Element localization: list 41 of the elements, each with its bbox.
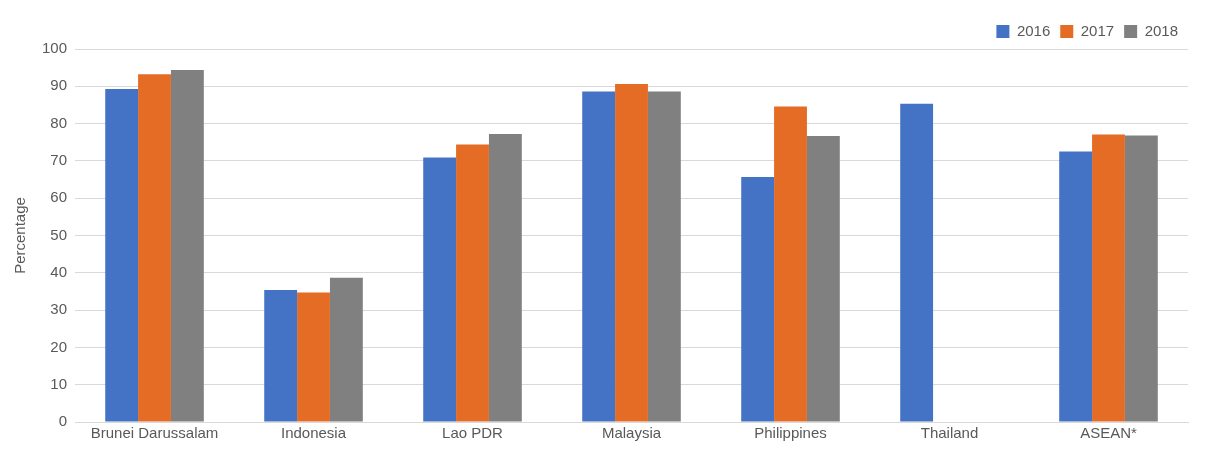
bar bbox=[774, 106, 807, 422]
y-tick-label: 0 bbox=[58, 412, 68, 430]
y-tick-label: 70 bbox=[50, 151, 68, 169]
y-tick-label: 60 bbox=[50, 188, 68, 206]
bar bbox=[1124, 135, 1158, 422]
x-tick-label: Malaysia bbox=[601, 424, 662, 442]
bar bbox=[329, 277, 363, 422]
bar bbox=[423, 157, 457, 422]
bar bbox=[1059, 151, 1093, 422]
bar bbox=[138, 74, 171, 422]
y-axis-title: Percentage bbox=[11, 197, 29, 274]
x-tick-label: Thailand bbox=[920, 424, 979, 442]
bar bbox=[456, 144, 489, 422]
bar bbox=[582, 91, 616, 422]
bar bbox=[741, 176, 775, 422]
legend-label: 2017 bbox=[1080, 21, 1115, 39]
bar bbox=[170, 69, 204, 422]
bar bbox=[1092, 134, 1125, 422]
x-tick-label: ASEAN* bbox=[1080, 424, 1137, 442]
bar bbox=[105, 88, 139, 422]
bar bbox=[264, 289, 298, 422]
x-tick-label: Brunei Darussalam bbox=[90, 424, 219, 442]
bar bbox=[297, 292, 330, 422]
bar bbox=[615, 84, 648, 422]
y-tick-label: 20 bbox=[50, 337, 68, 355]
bar bbox=[806, 135, 840, 422]
legend-label: 2016 bbox=[1016, 21, 1051, 39]
y-tick-label: 100 bbox=[42, 39, 68, 57]
bar bbox=[488, 134, 522, 422]
bar bbox=[647, 91, 681, 422]
bar bbox=[900, 103, 934, 422]
y-tick-label: 50 bbox=[50, 225, 68, 243]
x-tick-label: Indonesia bbox=[280, 424, 347, 442]
x-tick-label: Philippines bbox=[754, 424, 827, 442]
y-tick-label: 10 bbox=[50, 374, 68, 392]
y-tick-label: 40 bbox=[50, 262, 68, 280]
y-tick-label: 30 bbox=[50, 300, 68, 318]
y-tick-label: 90 bbox=[50, 76, 68, 94]
y-tick-label: 80 bbox=[50, 113, 68, 131]
x-tick-label: Lao PDR bbox=[442, 424, 504, 442]
legend-label: 2018 bbox=[1144, 21, 1179, 39]
